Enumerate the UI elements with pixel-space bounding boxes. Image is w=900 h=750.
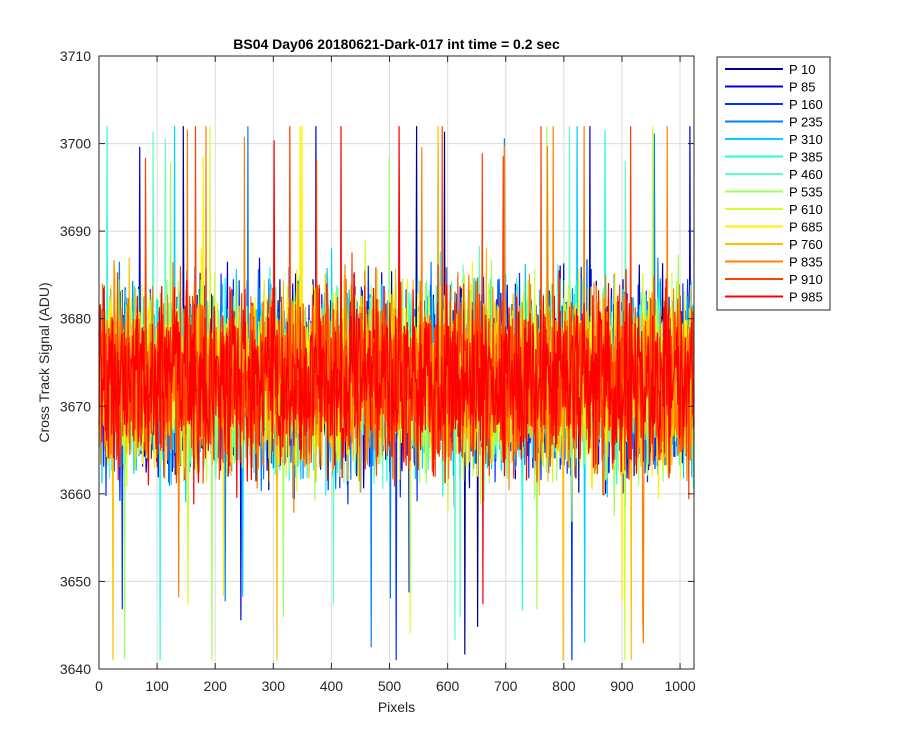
y-tick-label: 3700 [60, 136, 91, 152]
legend-label: P 535 [789, 185, 823, 200]
legend-label: P 985 [789, 290, 823, 305]
legend-label: P 10 [789, 62, 816, 77]
x-tick-label: 100 [145, 678, 169, 694]
x-tick-label: 300 [262, 678, 286, 694]
legend-label: P 160 [789, 97, 823, 112]
x-tick-label: 600 [436, 678, 460, 694]
series-lines [98, 126, 695, 661]
legend-label: P 460 [789, 167, 823, 182]
x-tick-label: 500 [378, 678, 402, 694]
legend-box [716, 56, 831, 311]
x-axis-label: Pixels [378, 699, 415, 715]
legend-label: P 685 [789, 220, 823, 235]
legend-label: P 910 [789, 272, 823, 287]
legend-label: P 235 [789, 115, 823, 130]
axes-box [98, 55, 695, 670]
legend-label: P 835 [789, 255, 823, 270]
x-tick-label: 700 [494, 678, 518, 694]
legend-label: P 610 [789, 202, 823, 217]
legend-label: P 310 [789, 132, 823, 147]
y-tick-label: 3650 [60, 573, 91, 589]
x-tick-label: 800 [552, 678, 576, 694]
chart-title: BS04 Day06 20180621-Dark-017 int time = … [233, 36, 560, 52]
x-tick-label: 900 [610, 678, 634, 694]
y-axis-label: Cross Track Signal (ADU) [36, 282, 52, 442]
series-line-p985 [98, 126, 695, 605]
y-tick-label: 3660 [60, 486, 91, 502]
x-tick-label: 200 [204, 678, 228, 694]
y-tick-label: 3640 [60, 661, 91, 677]
y-tick-label: 3690 [60, 223, 91, 239]
y-tick-label: 3670 [60, 398, 91, 414]
y-tick-label: 3710 [60, 48, 91, 64]
legend-label: P 385 [789, 150, 823, 165]
legend-label: P 760 [789, 237, 823, 252]
x-tick-label: 400 [320, 678, 344, 694]
axis-ticks: 0 100 200 300 400 500 600 700 800 900 1000 3640 3650… [60, 48, 696, 694]
x-tick-label: 0 [95, 678, 103, 694]
legend-label: P 85 [789, 80, 816, 95]
x-tick-label: 1000 [664, 678, 695, 694]
y-tick-label: 3680 [60, 311, 91, 327]
legend: P 10 P 85 P 160 P 235 P 310 P 385 P 460 P 535 P … [716, 56, 831, 311]
